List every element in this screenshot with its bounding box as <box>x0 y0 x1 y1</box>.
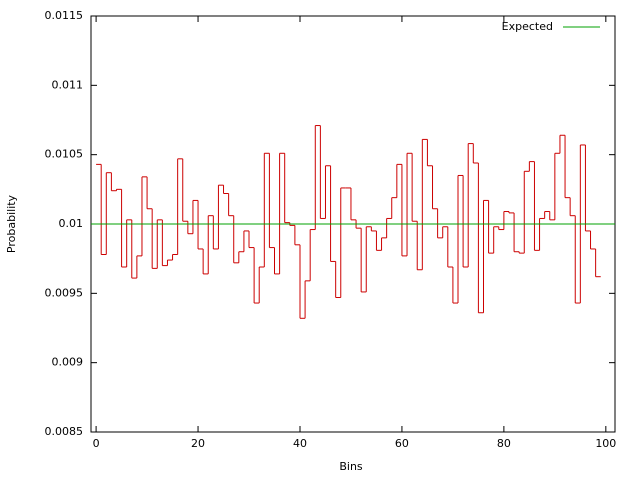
y-tick-label: 0.0095 <box>45 286 84 299</box>
x-tick-label: 20 <box>191 437 205 450</box>
x-tick-label: 100 <box>595 437 616 450</box>
y-tick-label: 0.01 <box>59 217 84 230</box>
x-tick-label: 40 <box>293 437 307 450</box>
y-tick-label: 0.0105 <box>45 148 84 161</box>
y-tick-label: 0.0085 <box>45 425 84 438</box>
x-tick-label: 60 <box>395 437 409 450</box>
y-axis-label: Probability <box>5 194 18 253</box>
y-tick-label: 0.009 <box>52 356 84 369</box>
legend-label: Expected <box>502 20 553 33</box>
x-axis-label: Bins <box>339 460 363 473</box>
x-tick-label: 0 <box>93 437 100 450</box>
x-tick-label: 80 <box>497 437 511 450</box>
y-tick-label: 0.011 <box>52 78 84 91</box>
y-tick-label: 0.0115 <box>45 9 84 22</box>
